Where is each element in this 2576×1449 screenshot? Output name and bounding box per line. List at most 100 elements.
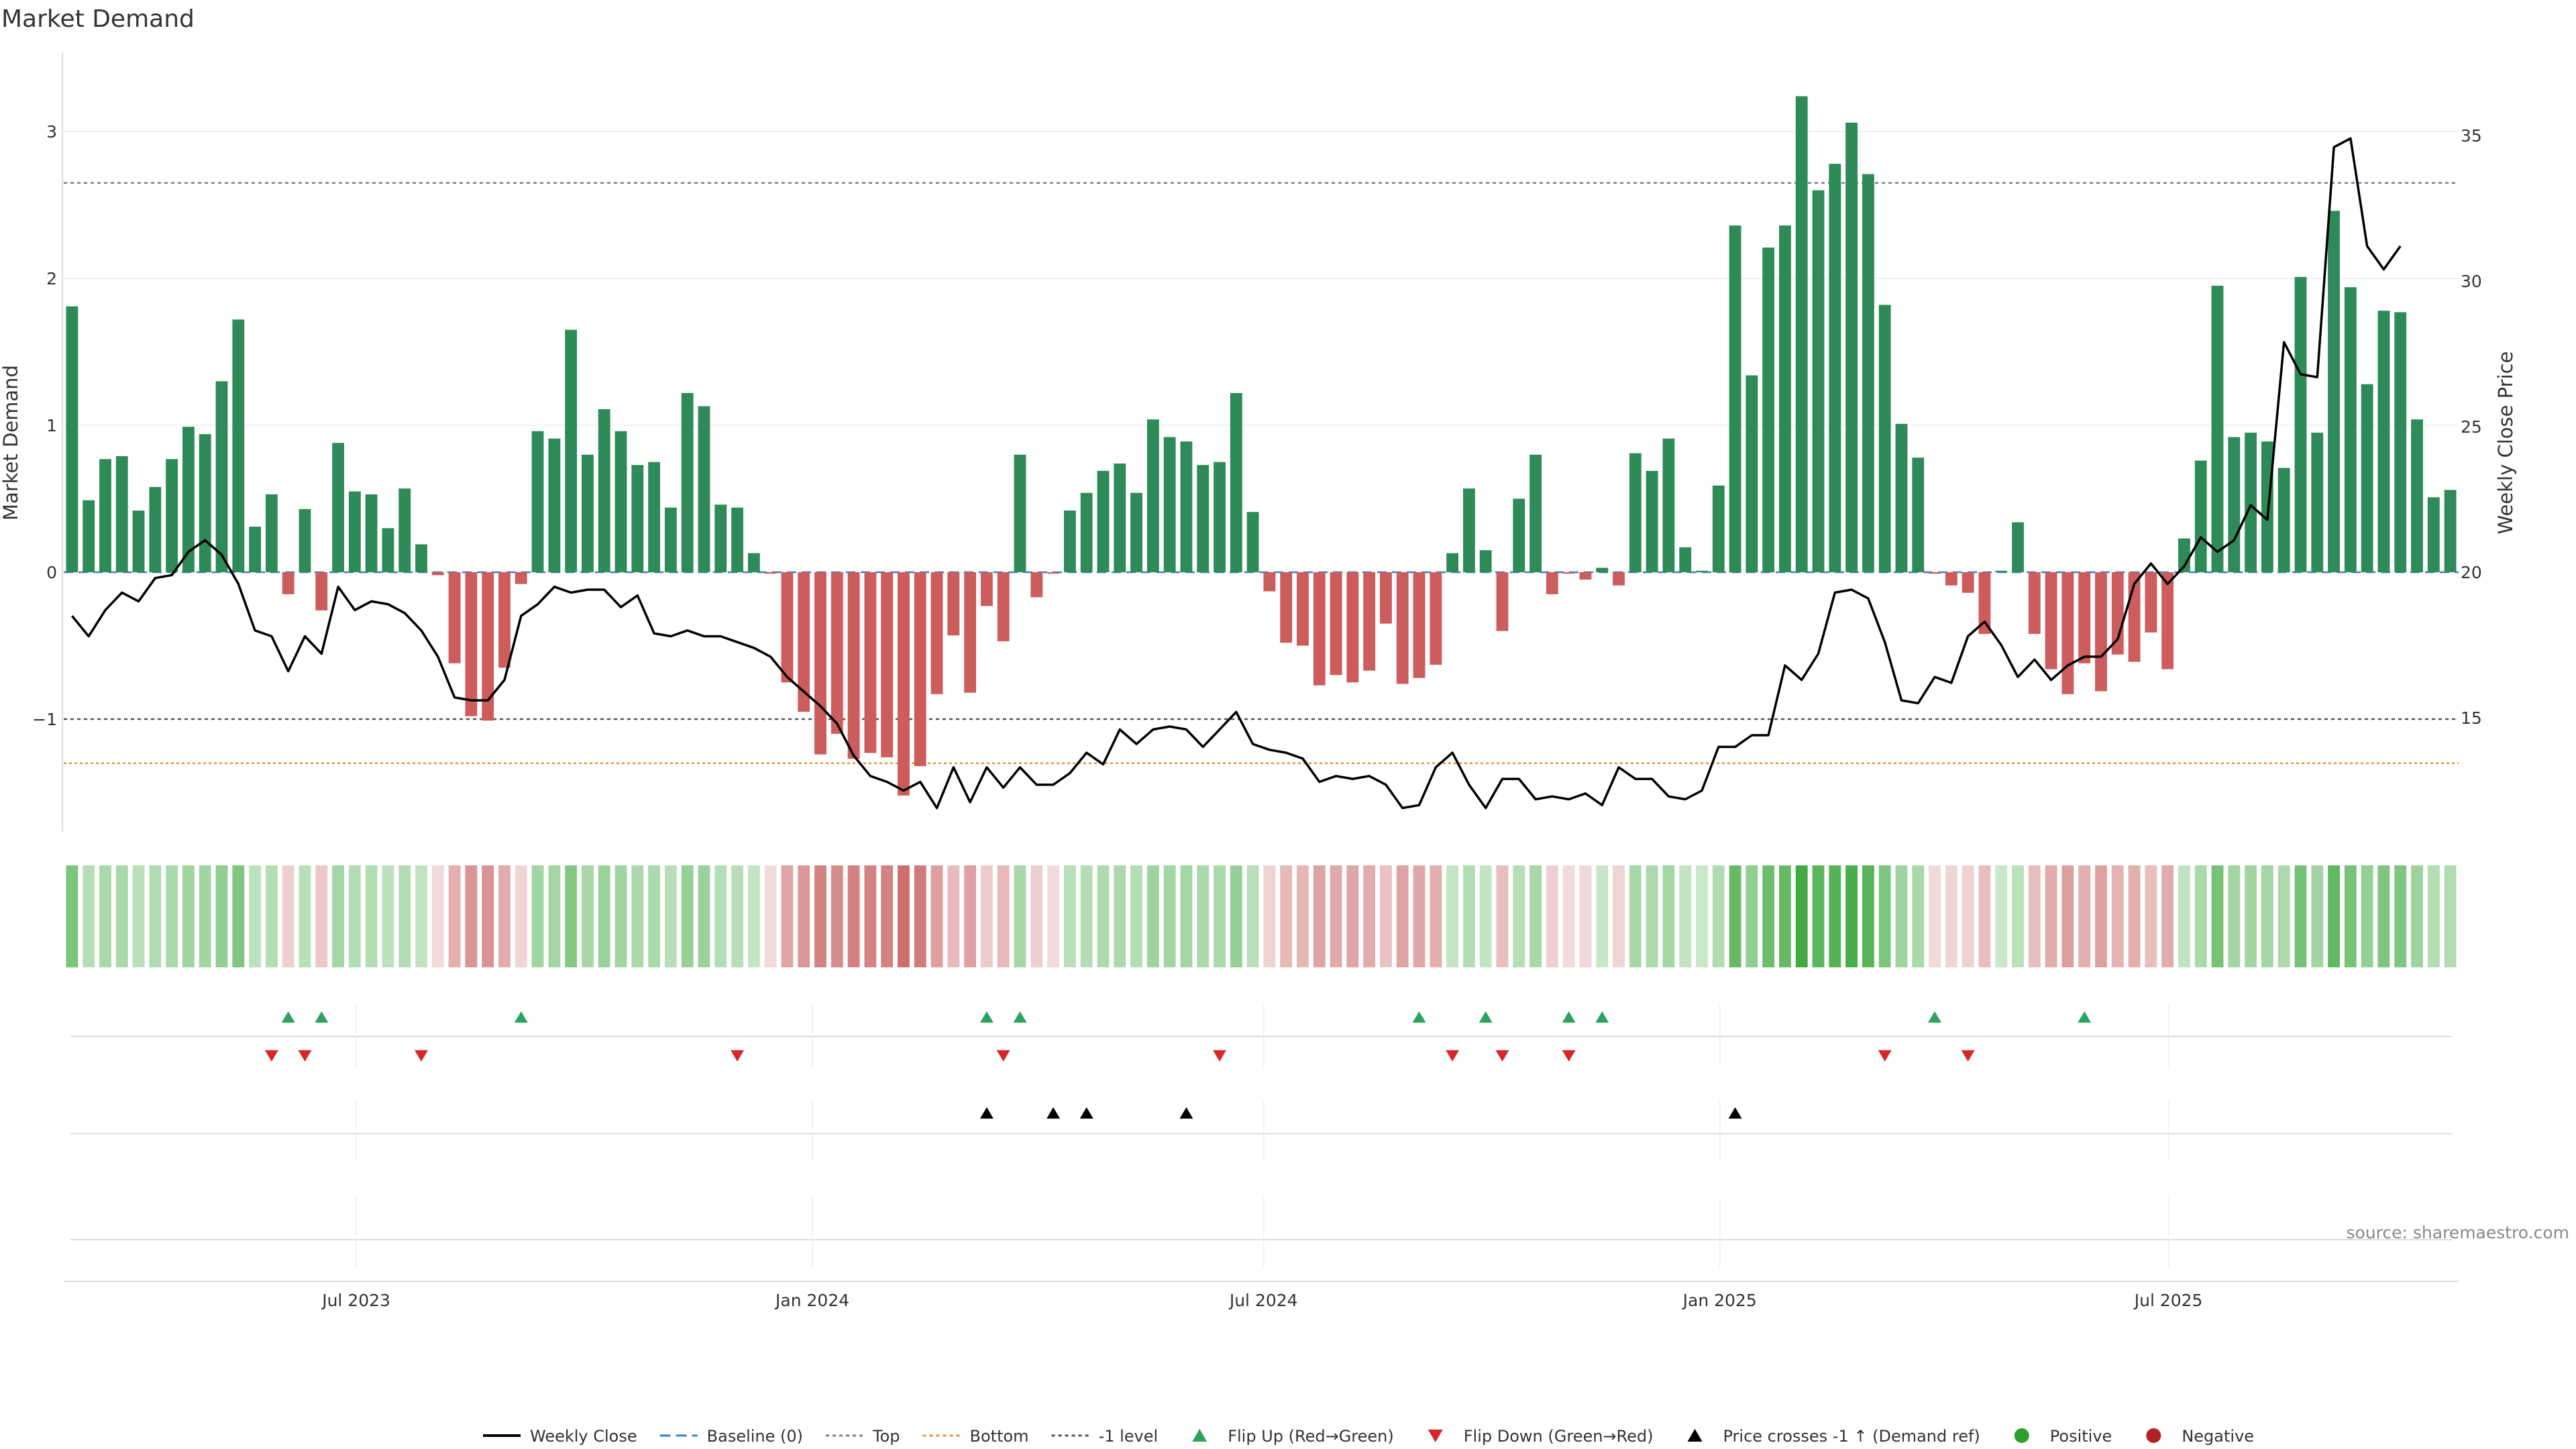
flip-down-marker (1495, 1050, 1509, 1062)
flip-up-marker (1562, 1011, 1576, 1023)
demand-bar-positive (1180, 441, 1193, 572)
demand-bar-negative (1945, 572, 1957, 586)
demand-bar-negative (864, 572, 877, 753)
demand-bar-negative (1047, 572, 1060, 574)
flip-up-marker (1928, 1011, 1942, 1023)
heat-cell (864, 865, 877, 967)
legend-item: Price crosses -1 ↑ (Demand ref) (1687, 1427, 1980, 1446)
heat-cell (1363, 865, 1376, 967)
demand-bar-negative (898, 572, 910, 796)
legend-swatch (1687, 1429, 1703, 1442)
demand-bar-positive (2294, 276, 2307, 572)
demand-bar-negative (1613, 572, 1625, 586)
legend-item: Baseline (0) (659, 1427, 803, 1446)
demand-bar-negative (1978, 572, 1991, 634)
heat-cell (981, 865, 993, 967)
legend-label: -1 level (1099, 1427, 1159, 1446)
signal-markers (264, 1011, 2092, 1119)
demand-bar-positive (1762, 248, 1775, 572)
flip-up-marker (315, 1011, 329, 1023)
heat-cell (731, 865, 743, 967)
demand-bar-positive (2311, 432, 2324, 572)
demand-bar-positive (582, 454, 594, 572)
heat-cell (598, 865, 610, 967)
demand-bar-positive (365, 494, 378, 572)
heat-cell (1413, 865, 1426, 967)
heat-cell (431, 865, 444, 967)
heat-cell (2377, 865, 2390, 967)
heat-cell (1945, 865, 1957, 967)
heat-cell (149, 865, 162, 967)
demand-bar-positive (1513, 498, 1525, 572)
demand-bar-positive (631, 465, 644, 572)
heat-cell (648, 865, 661, 967)
heat-cell (914, 865, 926, 967)
heat-cell (1762, 865, 1775, 967)
heat-cell (332, 865, 344, 967)
legend-label: Positive (2050, 1427, 2112, 1446)
heat-cell (664, 865, 677, 967)
demand-bar-positive (2178, 538, 2190, 572)
heat-cell (299, 865, 311, 967)
demand-bar-positive (398, 488, 411, 572)
flip-down-marker (1562, 1050, 1576, 1062)
heat-cell (315, 865, 328, 967)
demand-bar-positive (249, 527, 262, 572)
demand-bar-positive (1878, 305, 1891, 572)
demand-bar-negative (465, 572, 478, 716)
demand-bar-negative (764, 572, 777, 574)
heat-cell (115, 865, 128, 967)
demand-bar-positive (664, 507, 677, 572)
demand-bar-positive (332, 443, 344, 572)
price-cross-marker (1046, 1107, 1061, 1119)
heat-cell (1380, 865, 1392, 967)
demand-bar-positive (2394, 312, 2407, 572)
source-note: source: sharemaestro.com (2347, 1223, 2570, 1242)
demand-bar-negative (1413, 572, 1426, 678)
y-tick-label: 1 (46, 416, 57, 435)
demand-bar-negative (814, 572, 826, 755)
demand-bar-positive (2211, 285, 2224, 572)
price-cross-marker (1079, 1107, 1093, 1119)
demand-bar-positive (1479, 550, 1492, 572)
heat-cell (1430, 865, 1442, 967)
heat-cell (382, 865, 394, 967)
heat-cell (66, 865, 78, 967)
heat-cell (2311, 865, 2324, 967)
heat-cell (498, 865, 511, 967)
heat-cell (747, 865, 760, 967)
heat-cell (1962, 865, 1974, 967)
heat-cell (1280, 865, 1293, 967)
heat-cell (1063, 865, 1076, 967)
heat-cell (1030, 865, 1043, 967)
demand-bar-negative (881, 572, 894, 757)
heat-cell (548, 865, 561, 967)
demand-bar-negative (2111, 572, 2124, 655)
heat-cell (465, 865, 478, 967)
demand-bar-positive (2444, 490, 2457, 572)
heat-cell (132, 865, 145, 967)
reference-lines (64, 182, 2459, 764)
heat-cell (1130, 865, 1142, 967)
demand-bar-positive (1746, 375, 1758, 572)
heat-cell (1246, 865, 1259, 967)
heat-cell (1912, 865, 1925, 967)
heat-cell (2261, 865, 2273, 967)
heat-cell (531, 865, 544, 967)
demand-bar-negative (482, 572, 494, 721)
heat-cell (1712, 865, 1725, 967)
demand-bar-positive (1014, 454, 1026, 572)
heat-cell (166, 865, 178, 967)
legend-label: Top (872, 1427, 900, 1446)
demand-bar-positive (1246, 512, 1259, 572)
x-tick-label: Jan 2024 (774, 1291, 849, 1310)
demand-bar-negative (1396, 572, 1409, 684)
heat-cell (1812, 865, 1825, 967)
heat-cell (1613, 865, 1625, 967)
demand-bar-positive (2361, 384, 2373, 572)
x-tick-label: Jul 2023 (321, 1291, 390, 1310)
demand-bar-negative (1496, 572, 1509, 631)
heat-cell (515, 865, 527, 967)
demand-heatstrip (66, 865, 2457, 967)
